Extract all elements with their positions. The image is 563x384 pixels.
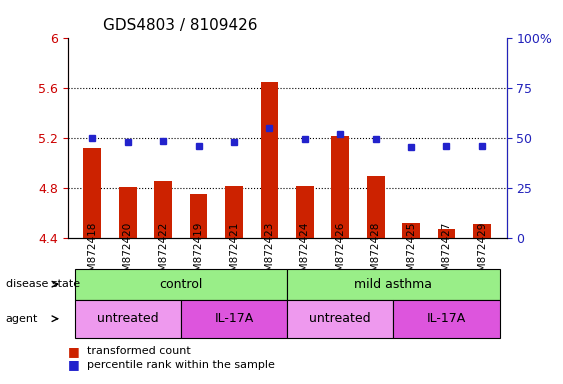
Text: ■: ■: [68, 358, 79, 371]
Text: percentile rank within the sample: percentile rank within the sample: [87, 360, 275, 370]
Bar: [464, 38, 499, 238]
Text: GSM872428: GSM872428: [370, 222, 381, 285]
Bar: [332, 136, 349, 238]
Text: GSM872421: GSM872421: [229, 222, 239, 285]
Bar: [83, 148, 101, 238]
Text: GSM872419: GSM872419: [194, 222, 204, 285]
Text: IL-17A: IL-17A: [215, 312, 254, 325]
Text: disease state: disease state: [6, 279, 80, 289]
Bar: [181, 38, 216, 238]
Bar: [323, 38, 358, 238]
Text: agent: agent: [6, 314, 38, 324]
Bar: [287, 38, 323, 238]
Bar: [190, 194, 207, 238]
Bar: [216, 38, 252, 238]
Bar: [437, 229, 455, 238]
Bar: [394, 38, 429, 238]
Bar: [119, 187, 137, 238]
Bar: [367, 176, 385, 238]
Text: GDS4803 / 8109426: GDS4803 / 8109426: [102, 18, 257, 33]
Bar: [473, 224, 491, 238]
Text: GSM872418: GSM872418: [87, 222, 97, 285]
Bar: [75, 38, 110, 238]
Text: GSM872425: GSM872425: [406, 222, 416, 285]
Bar: [358, 38, 394, 238]
Text: IL-17A: IL-17A: [427, 312, 466, 325]
Text: GSM872426: GSM872426: [335, 222, 345, 285]
Text: transformed count: transformed count: [87, 346, 191, 356]
Text: GSM872427: GSM872427: [441, 222, 452, 285]
Bar: [296, 186, 314, 238]
Bar: [110, 38, 145, 238]
Bar: [261, 82, 278, 238]
Bar: [402, 223, 420, 238]
Bar: [154, 181, 172, 238]
Bar: [252, 38, 287, 238]
Text: untreated: untreated: [97, 312, 159, 325]
Text: GSM872429: GSM872429: [477, 222, 487, 285]
Text: GSM872423: GSM872423: [265, 222, 274, 285]
Bar: [225, 186, 243, 238]
Text: control: control: [159, 278, 203, 291]
Text: untreated: untreated: [310, 312, 371, 325]
Text: mild asthma: mild asthma: [354, 278, 432, 291]
Text: GSM872424: GSM872424: [300, 222, 310, 285]
Bar: [429, 38, 464, 238]
Bar: [145, 38, 181, 238]
Text: ■: ■: [68, 345, 79, 358]
Text: GSM872422: GSM872422: [158, 222, 168, 285]
Text: GSM872420: GSM872420: [123, 222, 133, 285]
